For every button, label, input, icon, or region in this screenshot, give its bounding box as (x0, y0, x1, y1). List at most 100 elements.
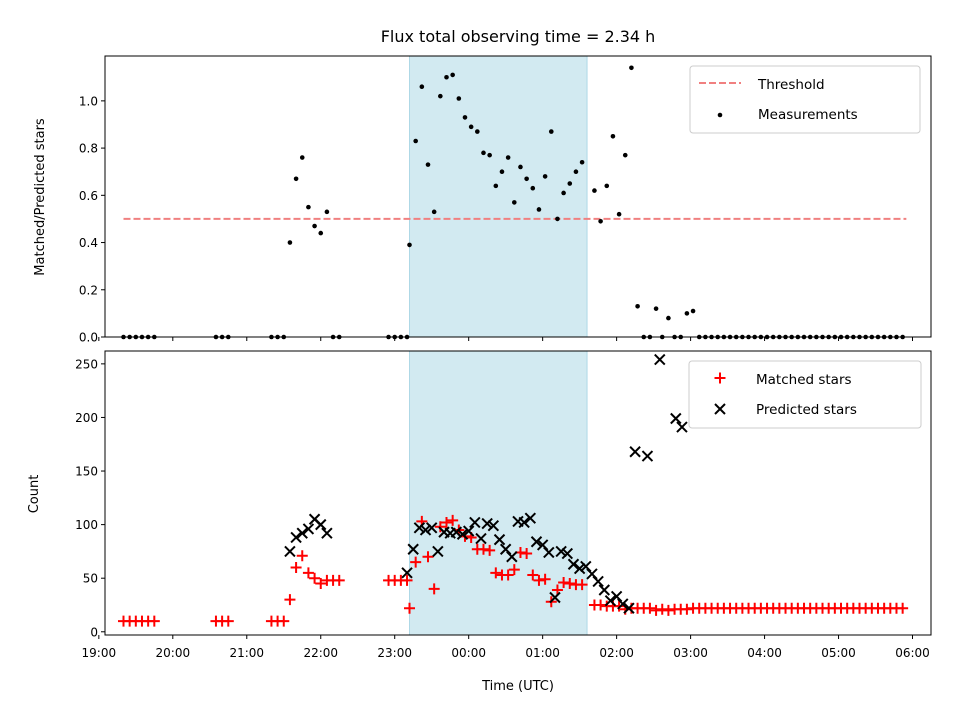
predicted-star-point (475, 532, 487, 545)
x-tick-label: 21:00 (229, 646, 264, 660)
predicted-star-point (573, 562, 586, 575)
predicted-star-point (617, 598, 629, 610)
matched-stars-legend-swatch (714, 372, 726, 384)
measurement-point (306, 204, 311, 210)
predicted-star-point (296, 527, 308, 539)
predicted-star-point (598, 584, 611, 596)
top-y-tick-label: 0.0 (79, 331, 98, 345)
bottom-y-tick-label: 50 (83, 572, 98, 586)
measurement-point (555, 216, 560, 222)
measurement-point (524, 176, 529, 182)
measurement-point (653, 306, 659, 311)
measurement-point (622, 152, 628, 158)
measurement-point (481, 150, 486, 156)
top-y-axis-ticks: 0.0 0.2 0.4 0.6 0.8 1.0 (79, 94, 105, 345)
measurement-point (450, 72, 455, 78)
measurement-point (324, 209, 330, 215)
measurement-point (419, 84, 425, 89)
bottom-y-tick-label: 150 (75, 465, 98, 479)
shaded-span-rect (409, 350, 588, 636)
measurement-point (407, 242, 412, 248)
predicted-stars-legend-label: Predicted stars (756, 402, 857, 418)
bottom-legend: Matched stars Predicted stars (688, 360, 922, 429)
predicted-star-point (524, 512, 537, 524)
measurements-legend-swatch (717, 112, 723, 118)
predicted-star-point (450, 526, 463, 538)
matched-star-point (302, 567, 314, 579)
bottom-y-tick-label: 250 (75, 357, 98, 371)
bottom-y-tick-label: 200 (75, 411, 98, 425)
measurement-point (592, 188, 597, 193)
predicted-star-point (487, 519, 500, 532)
top-y-tick-label: 0.8 (79, 142, 98, 156)
bottom-legend-box (688, 360, 922, 429)
matched-star-point (410, 556, 422, 568)
x-tick-label: 04:00 (747, 646, 782, 660)
matched-star-point (644, 602, 656, 614)
measurement-point (573, 169, 579, 175)
chart-title: Flux total observing time = 2.34 h (381, 27, 656, 46)
predicted-star-point (469, 516, 481, 529)
bottom-plot-frame (104, 350, 932, 636)
bottom-y-tick-label: 100 (75, 518, 98, 532)
top-plot-frame (104, 55, 932, 338)
matched-star-point (484, 544, 496, 556)
predicted-star-point (506, 551, 518, 563)
predicted-star-point (592, 575, 604, 588)
top-y-tick-label: 0.6 (79, 189, 98, 203)
top-y-tick-label: 0.4 (79, 236, 98, 250)
measurement-point (530, 185, 536, 191)
measurement-point (293, 176, 299, 182)
matched-star-point (148, 615, 160, 627)
predicted-star-point (456, 528, 469, 540)
matched-star-point (576, 579, 588, 591)
measurement-point (499, 169, 505, 175)
x-tick-label: 00:00 (451, 646, 486, 660)
top-legend-box (689, 65, 921, 134)
matched-star-point (650, 604, 662, 616)
matched-star-point (508, 564, 520, 576)
predicted-star-point (641, 450, 654, 462)
measurement-point (561, 190, 566, 196)
measurement-point (616, 211, 622, 217)
matched-star-point (656, 603, 668, 615)
measurement-point (318, 230, 324, 236)
predicted-star-point (419, 524, 432, 536)
predicted-star-point (302, 523, 315, 535)
predicted-star-point (604, 594, 617, 607)
measurement-point (604, 183, 610, 189)
predicted-star-point (518, 516, 530, 529)
matched-star-point (681, 603, 693, 615)
measurement-point (413, 138, 418, 144)
measurement-point (536, 207, 542, 212)
matched-star-point (527, 569, 539, 581)
matched-star-point (533, 574, 545, 586)
x-axis-label: Time (UTC) (481, 679, 554, 694)
top-y-tick-label: 1.0 (79, 94, 98, 108)
matched-star-point (284, 594, 296, 606)
predicted-star-point (670, 412, 682, 425)
x-tick-label: 19:00 (82, 646, 117, 660)
x-tick-label: 22:00 (303, 646, 338, 660)
x-tick-label: 02:00 (599, 646, 634, 660)
measurement-point (666, 315, 671, 321)
predicted-stars-points (284, 353, 688, 614)
predicted-star-point (321, 527, 333, 539)
matched-star-point (477, 543, 489, 555)
bottom-y-tick-label: 0 (90, 625, 98, 639)
bottom-x-axis-ticks: 19:00 20:00 21:00 22:00 23:00 00:00 01:00 02:00… (82, 635, 930, 660)
measurement-point (312, 223, 317, 229)
measurement-point (487, 152, 492, 158)
predicted-stars-legend-swatch (714, 403, 726, 415)
predicted-star-point (493, 533, 506, 546)
top-y-axis-label: Matched/Predicted stars (33, 118, 48, 276)
measurement-point (431, 209, 437, 215)
measurement-point (629, 65, 634, 71)
matched-star-point (434, 521, 446, 533)
measurement-point (462, 115, 468, 120)
measurement-point (598, 218, 603, 224)
predicted-star-point (481, 517, 493, 530)
bottom-y-axis-ticks: 0 50 100 150 200 250 (75, 357, 105, 639)
measurement-point (438, 93, 443, 99)
